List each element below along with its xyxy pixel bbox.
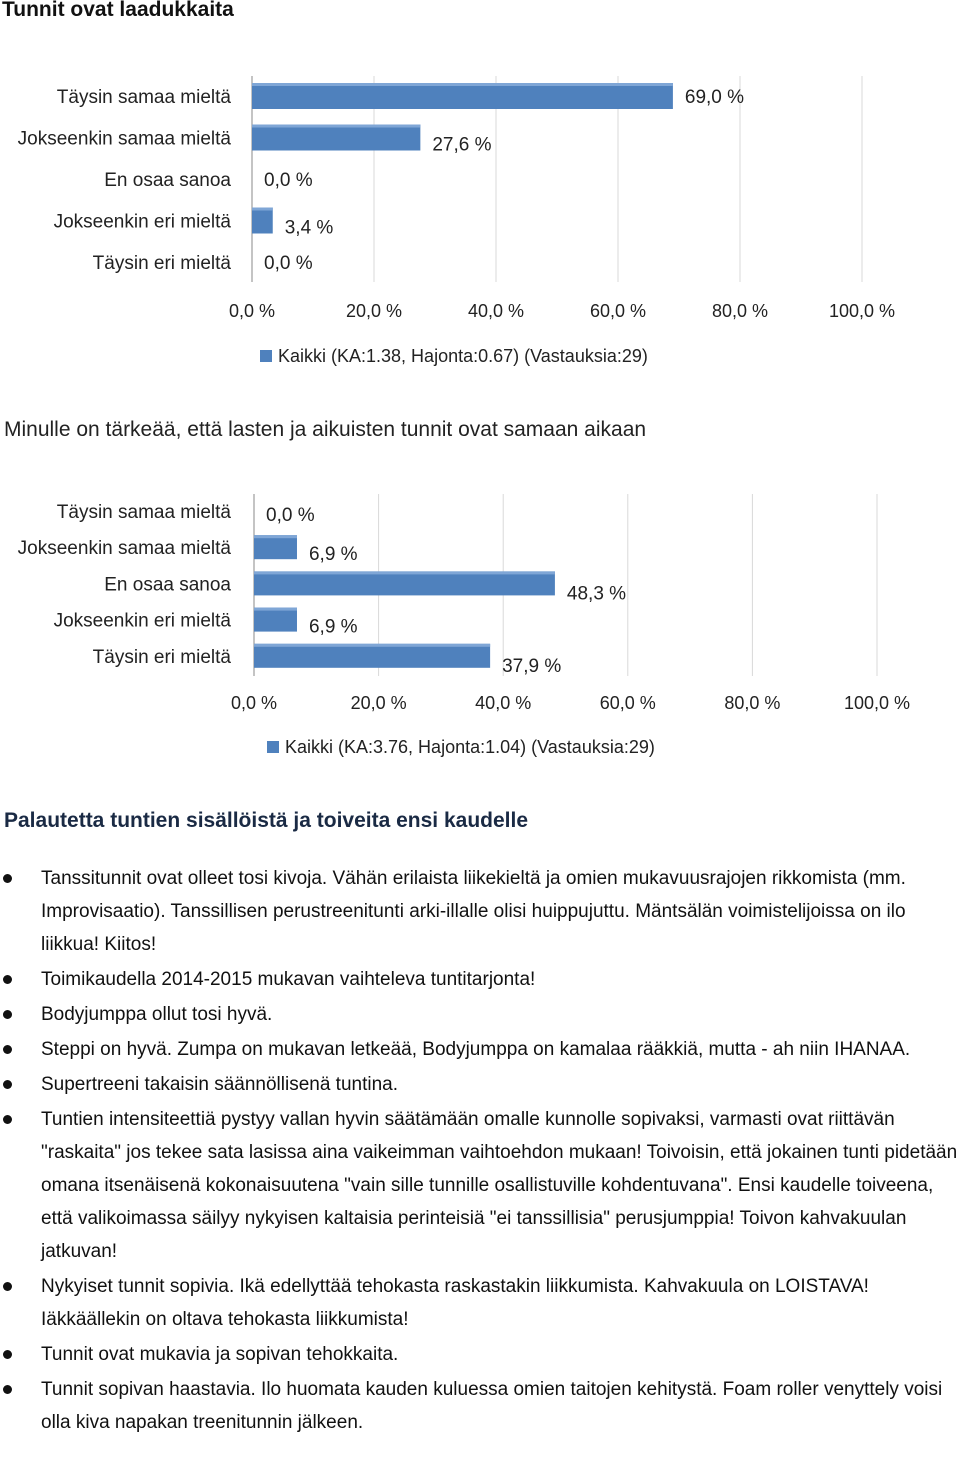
bullet-icon [3,1045,12,1054]
x-tick-label: 40,0 % [475,693,531,713]
category-label: Täysin eri mieltä [93,647,232,668]
legend-swatch [260,350,272,362]
x-tick-label: 80,0 % [724,693,780,713]
bar-highlight [252,207,273,211]
feedback-item: Bodyjumppa ollut tosi hyvä. [0,998,960,1031]
x-tick-label: 40,0 % [468,301,524,321]
feedback-text: Supertreeni takaisin säännöllisenä tunti… [41,1074,399,1095]
category-label: Jokseenkin eri mieltä [54,212,232,233]
x-tick-label: 80,0 % [712,301,768,321]
feedback-text: Tunnit ovat mukavia ja sopivan tehokkait… [41,1344,399,1365]
bar [252,83,673,109]
bar-highlight [252,124,421,128]
bullet-icon [3,1080,12,1089]
feedback-text: Nykyiset tunnit sopivia. Ikä edellyttää … [41,1276,869,1330]
data-label: 48,3 % [567,583,626,604]
bar [254,607,297,632]
legend-label: Kaikki (KA:1.38, Hajonta:0.67) (Vastauks… [278,346,648,366]
data-label: 6,9 % [309,544,358,565]
x-tick-label: 0,0 % [231,693,277,713]
category-label: Jokseenkin samaa mieltä [18,129,232,150]
legend-swatch [267,741,279,753]
data-label: 27,6 % [432,135,491,156]
data-label: 6,9 % [309,617,358,638]
category-label: Jokseenkin samaa mieltä [18,538,232,559]
feedback-item: Nykyiset tunnit sopivia. Ikä edellyttää … [0,1270,960,1336]
bullet-icon [3,1010,12,1019]
bar-highlight [254,643,491,647]
bullet-icon [3,1350,12,1359]
bar [254,535,297,560]
legend-label: Kaikki (KA:3.76, Hajonta:1.04) (Vastauks… [285,737,655,757]
x-tick-label: 0,0 % [229,301,275,321]
bar [252,124,421,151]
data-label: 0,0 % [266,505,315,526]
bar [254,571,555,596]
bullet-icon [3,975,12,984]
category-label: En osaa sanoa [104,170,231,191]
feedback-text: Toimikaudella 2014-2015 mukavan vaihtele… [41,969,536,990]
feedback-text: Steppi on hyvä. Zumpa on mukavan letkeää… [41,1039,911,1060]
feedback-text: Tuntien intensiteettiä pystyy vallan hyv… [41,1109,958,1262]
bullet-icon [3,1385,12,1394]
x-tick-label: 60,0 % [600,693,656,713]
bar-highlight [254,535,297,539]
bullet-icon [3,1282,12,1291]
bullet-icon [3,874,12,883]
data-label: 37,9 % [502,656,561,677]
x-tick-label: 20,0 % [346,301,402,321]
feedback-item: Tunnit sopivan haastavia. Ilo huomata ka… [0,1373,960,1439]
feedback-title: Palautetta tuntien sisällöistä ja toivei… [4,809,529,832]
category-label: En osaa sanoa [104,574,231,595]
feedback-item: Tuntien intensiteettiä pystyy vallan hyv… [0,1103,960,1268]
category-label: Jokseenkin eri mieltä [54,611,232,632]
feedback-item: Tunnit ovat mukavia ja sopivan tehokkait… [0,1338,960,1371]
bullet-icon [3,1115,12,1124]
feedback-item: Tanssitunnit ovat olleet tosi kivoja. Vä… [0,862,960,961]
category-label: Täysin samaa mieltä [57,502,232,523]
feedback-item: Supertreeni takaisin säännöllisenä tunti… [0,1068,960,1101]
feedback-text: Tunnit sopivan haastavia. Ilo huomata ka… [41,1379,943,1433]
bar-highlight [254,571,555,575]
chart-quality: Täysin samaa mieltä 69,0 % Jokseenkin sama… [18,76,895,366]
data-label: 3,4 % [285,218,334,239]
feedback-item: Steppi on hyvä. Zumpa on mukavan letkeää… [0,1033,960,1066]
category-label: Täysin eri mieltä [93,253,232,274]
chart1-title: Tunnit ovat laadukkaita [2,0,234,21]
data-label: 69,0 % [685,87,744,108]
data-label: 0,0 % [264,253,313,274]
bar-highlight [254,607,297,611]
bar [254,643,491,668]
feedback-item: Toimikaudella 2014-2015 mukavan vaihtele… [0,963,960,996]
data-label: 0,0 % [264,170,313,191]
category-label: Täysin samaa mieltä [57,87,232,108]
chart-same-time: Täysin samaa mieltä 0,0 % Jokseenkin samaa… [18,494,910,757]
feedback-list: Tanssitunnit ovat olleet tosi kivoja. Vä… [0,862,960,1441]
chart2-title: Minulle on tärkeää, että lasten ja aikui… [4,418,647,441]
bar-highlight [252,83,673,86]
x-tick-label: 100,0 % [844,693,910,713]
x-tick-label: 60,0 % [590,301,646,321]
feedback-text: Tanssitunnit ovat olleet tosi kivoja. Vä… [41,868,906,955]
feedback-text: Bodyjumppa ollut tosi hyvä. [41,1004,273,1025]
bar [252,207,273,234]
x-tick-label: 100,0 % [829,301,895,321]
x-tick-label: 20,0 % [351,693,407,713]
